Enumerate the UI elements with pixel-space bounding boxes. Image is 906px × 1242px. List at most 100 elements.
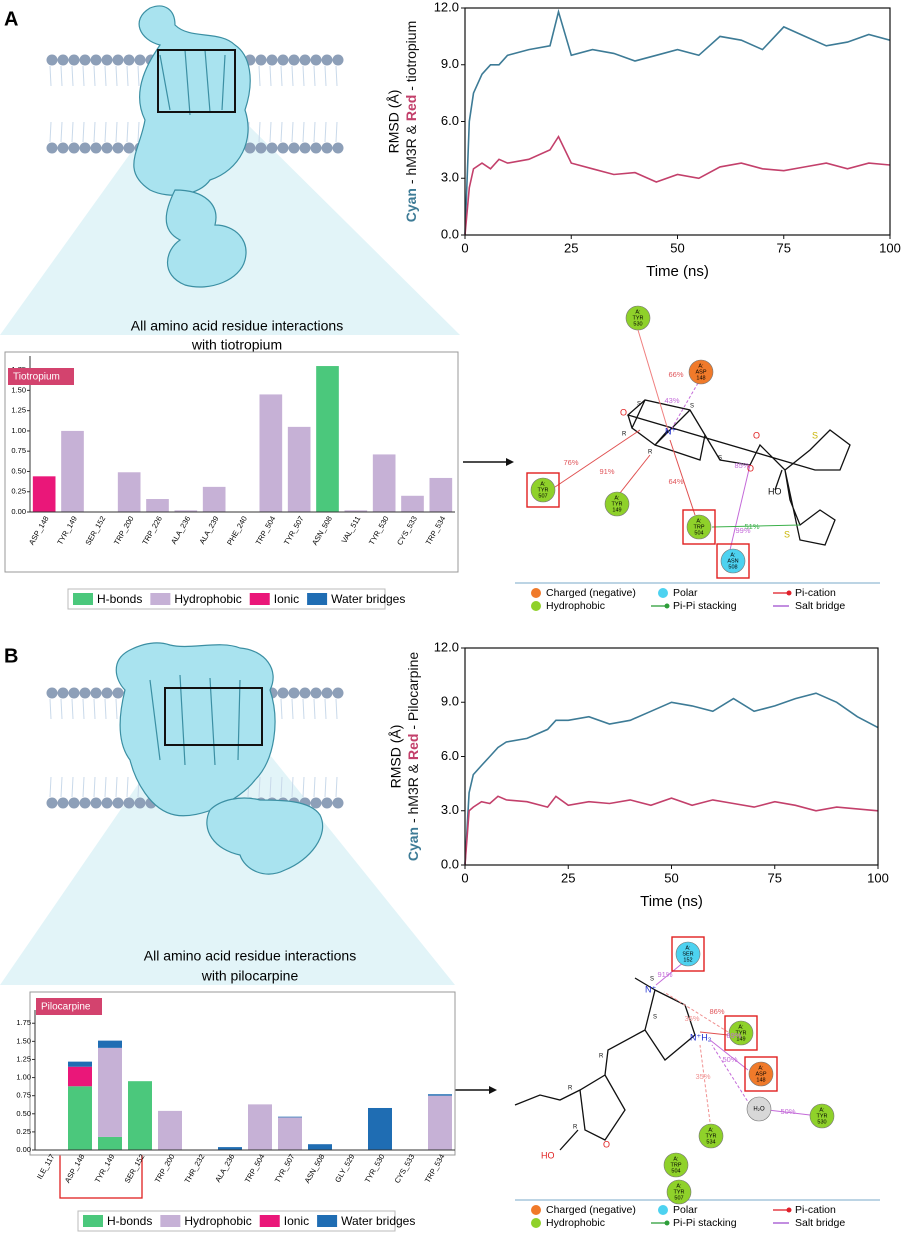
legend-label: Hydrophobic	[546, 1217, 605, 1229]
residue-node	[604, 491, 630, 517]
x-tick-label: 0	[461, 240, 468, 255]
x-axis-label: Time (ns)	[640, 893, 703, 910]
x-tick-label: 50	[664, 870, 678, 885]
atom: N⁺	[665, 426, 676, 436]
highlight-box	[526, 472, 560, 508]
lipid-tail	[291, 698, 294, 720]
bar-segment	[259, 394, 283, 512]
legend-marker	[786, 590, 792, 596]
residue-node	[675, 941, 701, 967]
lipid-tail	[137, 121, 140, 143]
y-tick-label: 1.00	[16, 1073, 31, 1082]
interaction-percent: 66%	[668, 370, 683, 379]
residue-number: 507	[538, 493, 547, 499]
lipid-head	[310, 797, 322, 809]
lipid-head	[46, 54, 58, 66]
lipid-head	[112, 687, 124, 699]
bar-segment	[61, 430, 84, 512]
lipid-tail	[313, 698, 316, 720]
lipid-head	[123, 797, 135, 809]
legend-label: Ionic	[274, 592, 299, 606]
legend-marker	[658, 588, 668, 598]
y-tick-label: 6.0	[441, 748, 459, 763]
x-tick-label: 100	[867, 870, 889, 885]
interaction-lines	[554, 329, 801, 551]
y-tick-label: 0.75	[11, 446, 26, 455]
atom: R	[568, 1086, 573, 1092]
atom: S	[637, 402, 641, 408]
bar-segment	[368, 1107, 392, 1150]
residue-name: H₂O	[753, 1107, 765, 1113]
lipid-tail	[71, 698, 74, 720]
y-axis-label-part: - Pilocarpine	[405, 652, 421, 734]
bar-segment	[98, 1040, 122, 1048]
residue-name: TRP	[671, 1162, 682, 1168]
residue-chain: A:	[738, 1024, 744, 1030]
lipid-tail	[60, 121, 63, 143]
bar-segment	[202, 486, 226, 512]
molecule	[626, 399, 851, 546]
legend-marker	[658, 1205, 668, 1215]
interaction-percent: 91%	[599, 467, 614, 476]
legend-swatch	[249, 593, 270, 605]
bar-segment	[401, 495, 424, 512]
lipid-head	[101, 687, 113, 699]
lipid-head	[321, 797, 333, 809]
lipid-head	[266, 54, 278, 66]
legend-frame	[77, 1210, 396, 1232]
y-tick-label: 3.0	[441, 170, 459, 185]
lipid-head	[288, 54, 300, 66]
atom: S	[653, 1015, 657, 1021]
legend-label: Hydrophobic	[546, 600, 605, 612]
lipid-head	[321, 142, 333, 154]
lipid-tail	[49, 65, 52, 87]
y-axis-label-part: - tiotropium	[403, 21, 419, 95]
lipid-tail	[302, 121, 305, 143]
legend-marker	[786, 1207, 792, 1213]
lipid-head	[68, 142, 80, 154]
lipid-tail	[324, 65, 327, 87]
residue-number: 530	[817, 1119, 826, 1125]
legend-label: Charged (negative)	[546, 587, 636, 599]
y-tick-label: 1.25	[16, 1054, 31, 1063]
lipid-tail	[104, 698, 107, 720]
lipid-head	[332, 687, 344, 699]
interaction-percent: 99%	[735, 526, 750, 535]
lipid-head	[255, 54, 267, 66]
lipid-tail	[104, 65, 107, 87]
residue-node	[686, 514, 712, 540]
residue-name: TYR	[817, 1113, 828, 1119]
residue-number: 148	[756, 1077, 765, 1083]
y-tick-label: 0.00	[11, 507, 26, 516]
y-tick-label: 3.0	[441, 802, 459, 817]
x-tick-label: TYR_530	[363, 1152, 387, 1184]
series-line	[464, 134, 891, 236]
zoom-box	[157, 49, 236, 113]
lipid-tail	[93, 698, 96, 720]
x-tick-label: ASN_508	[303, 1152, 327, 1184]
x-tick-label: THR_232	[183, 1152, 207, 1184]
x-tick-label: TRP_504	[243, 1152, 267, 1184]
x-axis-label: Time (ns)	[646, 263, 709, 280]
y-tick-label: 0.0	[441, 226, 459, 241]
lipid-head	[332, 142, 344, 154]
residue-chain: A:	[698, 363, 704, 369]
bar-segment	[428, 1094, 452, 1096]
atom: R	[599, 1054, 604, 1060]
legend-label: Hydrophobic	[174, 592, 241, 606]
bar-segment	[128, 1081, 152, 1150]
bar-segment	[429, 477, 453, 512]
lipid-head	[299, 687, 311, 699]
lipid-head	[332, 797, 344, 809]
lipid-head	[321, 54, 333, 66]
lipid-head	[134, 797, 146, 809]
residue-name: ASN	[727, 558, 738, 564]
lipid-head	[134, 54, 146, 66]
x-tick-label: TRP_534	[423, 1152, 447, 1184]
residue-name: TYR	[736, 1030, 747, 1036]
bar-segment	[344, 510, 368, 512]
y-axis-label-part: Cyan	[403, 188, 419, 222]
legend-label: Pi-cation	[795, 1204, 836, 1216]
